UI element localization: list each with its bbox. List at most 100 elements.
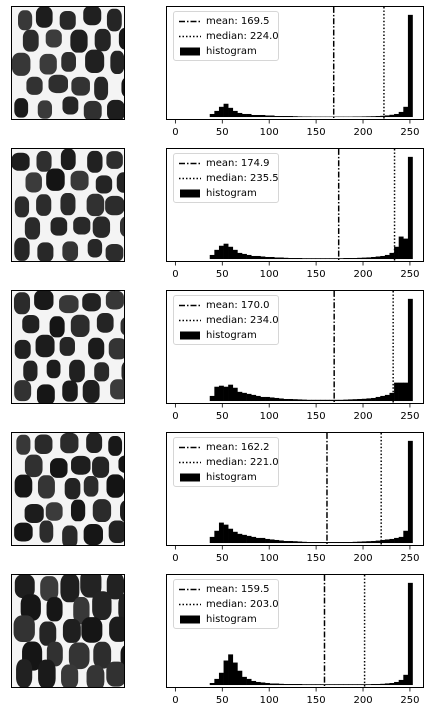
pebble-shape <box>83 524 103 545</box>
histogram-bar <box>232 662 238 686</box>
pebble-shape <box>92 456 110 478</box>
histogram-plot-3: mean: 170.0 median: 234.0 histogram <box>166 290 424 404</box>
legend-median-swatch <box>178 597 202 612</box>
x-axis: 0 50 100 150 200 250 <box>166 262 424 282</box>
histogram-bar <box>251 114 257 118</box>
histogram-bar <box>394 246 399 260</box>
histogram-bar <box>375 256 381 260</box>
pebble-shape <box>81 617 103 643</box>
histogram-bar <box>348 258 353 260</box>
x-tick-label: 150 <box>307 553 326 564</box>
pebble-shape <box>35 7 53 28</box>
histogram-bar <box>324 542 330 544</box>
histogram-bar <box>246 113 252 118</box>
histogram-bar <box>283 257 289 260</box>
pebble-shape <box>118 455 124 473</box>
legend-median: median: 203.0 <box>178 597 279 612</box>
x-tick-label: 150 <box>307 411 326 422</box>
histogram-bar <box>237 252 243 260</box>
legend: mean: 170.0 median: 234.0 histogram <box>173 295 279 345</box>
pebble-shape <box>108 435 123 456</box>
pebble-shape <box>119 216 124 237</box>
histogram-bar <box>278 116 284 118</box>
pebble-shape <box>46 359 61 379</box>
panel-row-3: mean: 170.0 median: 234.0 histogram 0 50 100 1… <box>0 284 429 426</box>
pebble-shape <box>120 500 124 522</box>
legend-mean-label: mean: 169.5 <box>206 16 270 27</box>
histogram-bar <box>209 113 215 118</box>
histogram-bar <box>366 541 372 544</box>
pebble-shape <box>16 434 31 455</box>
x-tick-label: 50 <box>216 127 229 138</box>
histogram-bar <box>246 678 252 686</box>
legend-histogram-label: histogram <box>206 614 257 625</box>
histogram-bar <box>269 256 275 260</box>
histogram-bar <box>366 257 372 260</box>
histogram-bar <box>301 399 307 402</box>
histogram-bar <box>357 541 363 544</box>
legend-median: median: 221.0 <box>178 455 279 470</box>
pebble-shape <box>22 314 40 334</box>
histogram-bar <box>232 249 238 260</box>
histogram-bar <box>352 258 358 260</box>
histogram-bar <box>324 399 330 402</box>
histogram-bar <box>246 393 252 402</box>
pebble-shape <box>61 52 76 72</box>
legend-mean: mean: 174.9 <box>178 156 270 171</box>
pebble-shape <box>85 49 105 73</box>
pebble-shape <box>45 502 63 521</box>
histogram-bar <box>403 530 409 544</box>
pebble-shape <box>106 8 122 32</box>
histogram-bar <box>320 684 326 686</box>
pebble-shape <box>110 50 124 74</box>
x-axis: 0 50 100 150 200 250 <box>166 546 424 566</box>
pebble-shape <box>70 314 90 337</box>
histogram-bar <box>380 683 386 686</box>
histogram-bar <box>398 536 404 544</box>
pebble-shape <box>83 475 99 497</box>
pebble-shape <box>46 168 65 191</box>
histogram-bar <box>265 682 270 686</box>
pebble-shape <box>92 216 111 238</box>
legend-median: median: 234.0 <box>178 313 279 328</box>
legend: mean: 159.5 median: 203.0 histogram <box>173 579 279 629</box>
histogram-bar <box>218 522 224 544</box>
histogram-bar <box>306 399 312 402</box>
histogram-bar <box>357 116 363 118</box>
pebble-shape <box>60 433 79 454</box>
legend-mean-swatch <box>178 14 202 29</box>
histogram-bar <box>366 684 372 686</box>
histogram-bar <box>246 254 252 260</box>
pebble-shape <box>108 520 124 544</box>
pebble-shape <box>36 384 55 403</box>
pebble-shape <box>20 594 41 621</box>
histogram-bar <box>398 382 404 402</box>
x-tick-label: 50 <box>216 411 229 422</box>
legend: mean: 162.2 median: 221.0 histogram <box>173 437 279 487</box>
histogram-bar <box>274 683 280 686</box>
histogram-bar <box>371 540 376 544</box>
histogram-bar <box>306 684 312 686</box>
histogram-bar <box>403 238 409 260</box>
histogram-bar <box>283 684 289 686</box>
pebble-shape <box>120 317 124 335</box>
histogram-bar <box>265 538 270 544</box>
panel-row-5: mean: 159.5 median: 203.0 histogram 0 50 100 1… <box>0 568 429 710</box>
pebble-shape <box>59 295 79 314</box>
legend-mean-swatch <box>178 156 202 171</box>
histogram-bar <box>288 116 293 118</box>
x-tick-label: 0 <box>172 269 178 280</box>
histogram-bar <box>288 684 293 686</box>
histogram-bar <box>306 542 312 544</box>
histogram-bar <box>361 257 367 260</box>
histogram-bar <box>214 386 220 402</box>
pebble-shape <box>39 621 57 646</box>
legend: mean: 174.9 median: 235.5 histogram <box>173 153 279 203</box>
histogram-bar <box>403 106 409 118</box>
histogram-bar <box>334 542 340 544</box>
pebble-shape <box>24 503 44 523</box>
histogram-bar <box>269 115 275 118</box>
histogram-bar <box>301 116 307 118</box>
pebble-pattern-image-3 <box>11 290 125 404</box>
legend-mean: mean: 159.5 <box>178 582 270 597</box>
